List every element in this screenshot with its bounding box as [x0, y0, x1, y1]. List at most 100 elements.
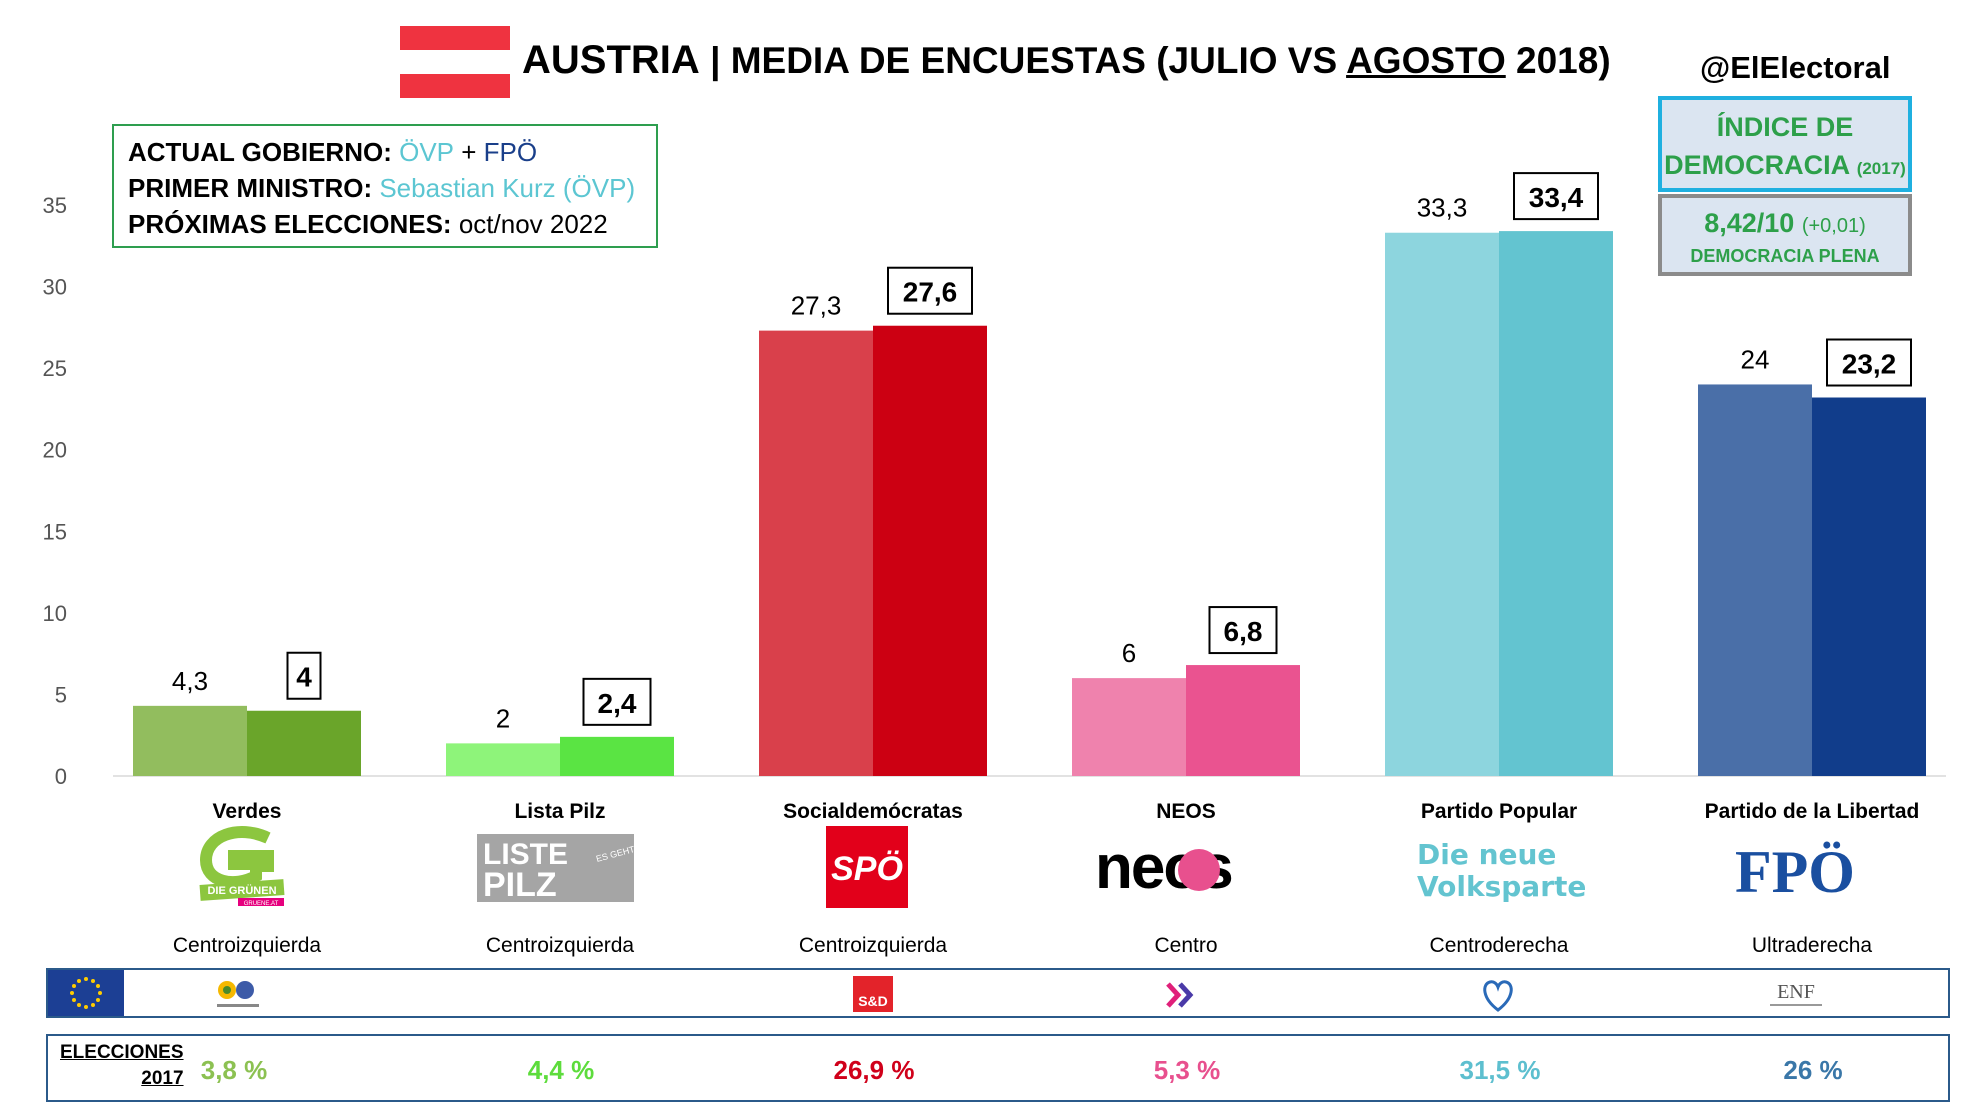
y-tick-label: 25 [43, 356, 67, 381]
title-separator: | [710, 40, 721, 81]
democracy-category: DEMOCRACIA PLENA [1690, 246, 1880, 266]
government-box: ACTUAL GOBIERNO: ÖVP + FPÖ PRIMER MINIST… [112, 124, 658, 248]
subtitle-suffix: 2018) [1505, 40, 1611, 81]
category-label: Lista Pilz [514, 800, 605, 823]
next-elections-label: PRÓXIMAS ELECCIONES: [128, 209, 452, 239]
y-tick-label: 0 [55, 764, 67, 789]
data-label-julio: 24 [1741, 344, 1770, 374]
bar-agosto [247, 710, 361, 776]
pilz-logo-slogan: ES GEHT! [595, 843, 634, 864]
ideology-label: Centroizquierda [799, 934, 948, 957]
category-label: Partido de la Libertad [1705, 800, 1920, 823]
pilz-logo-text1: LISTE [483, 838, 568, 871]
spo-logo-text: SPÖ [831, 850, 903, 888]
bar-agosto [873, 325, 987, 776]
bar-julio [1385, 232, 1499, 777]
neos-logo: neos [1095, 833, 1265, 902]
category-label: NEOS [1156, 800, 1216, 823]
eu-group-bar [46, 968, 1950, 1018]
democracy-score-box: 8,42/10 (+0,01) DEMOCRACIA PLENA [1658, 194, 1912, 276]
category-label: Verdes [213, 800, 282, 823]
data-label-julio: 27,3 [791, 291, 842, 321]
democracy-delta: (+0,01) [1801, 215, 1866, 237]
austria-flag [400, 26, 510, 98]
enf-text: ENF [1777, 981, 1815, 1003]
y-tick-label: 35 [43, 193, 67, 218]
author-handle: @ElElectoral [1700, 50, 1891, 85]
data-label-box [1826, 338, 1912, 387]
ovp-logo: Die neue Volkspartei [1415, 836, 1596, 903]
ideology-label: Centroizquierda [486, 934, 635, 957]
gov-label: ACTUAL GOBIERNO: [128, 137, 392, 167]
liste-pilz-logo: LISTE PILZ ES GEHT! [477, 834, 638, 904]
data-label-box [286, 651, 322, 700]
democracy-year: (2017) [1856, 159, 1906, 178]
data-label-agosto: 27,6 [903, 277, 958, 308]
s-and-d-text: S&D [858, 993, 888, 1009]
data-label-box [582, 677, 652, 726]
ideology-label: Ultraderecha [1752, 934, 1873, 957]
elections-label-line1: ELECCIONES [60, 1042, 184, 1063]
pm-name: Sebastian Kurz (ÖVP) [379, 173, 636, 203]
bar-julio [446, 743, 560, 776]
subtitle-prefix: MEDIA DE ENCUESTAS (JULIO VS [730, 40, 1347, 81]
epp-icon [1478, 976, 1518, 1014]
eu-flag-icon [48, 970, 124, 1016]
s-and-d-icon: S&D [853, 976, 893, 1012]
gov-party1: ÖVP [399, 137, 455, 167]
y-tick-label: 10 [43, 601, 67, 626]
democracy-index-title-box: ÍNDICE DE DEMOCRACIA (2017) [1658, 96, 1912, 192]
spo-logo: SPÖ [826, 826, 908, 908]
fpo-logo: FPÖ [1720, 834, 1870, 905]
bar-agosto [1186, 665, 1300, 776]
elections-label-line2: 2017 [141, 1068, 184, 1089]
bar-agosto [1499, 231, 1613, 777]
ideology-label: Centroizquierda [173, 934, 322, 957]
subtitle-month: AGOSTO [1346, 40, 1506, 81]
data-label-box [1513, 172, 1599, 221]
bar-julio [1072, 678, 1186, 776]
elections-2017-label: ELECCIONES 2017 [60, 1040, 184, 1092]
democracy-score: 8,42/10 [1704, 208, 1795, 238]
data-label-julio: 33,3 [1417, 193, 1468, 223]
bar-agosto [560, 736, 674, 776]
democracy-title-line1: ÍNDICE DE [1716, 112, 1854, 142]
election-result-verdes: 3,8 % [200, 1055, 268, 1085]
data-label-agosto: 2,4 [598, 688, 637, 719]
data-label-julio: 4,3 [172, 666, 208, 696]
data-label-julio: 6 [1122, 638, 1136, 668]
y-tick-label: 20 [43, 438, 67, 463]
enf-icon: ENF [1760, 974, 1830, 1014]
data-label-agosto: 6,8 [1224, 616, 1263, 647]
bar-agosto [1812, 397, 1926, 776]
ovp-logo-text2: Volkspartei [1417, 870, 1585, 902]
election-result-neos: 5,3 % [1153, 1055, 1221, 1085]
y-tick-label: 15 [43, 519, 67, 544]
y-tick-label: 30 [43, 275, 67, 300]
data-label-agosto: 4 [296, 662, 312, 693]
gruene-logo-url: GRUENE.AT [244, 901, 279, 907]
data-label-box [887, 266, 973, 315]
y-tick-label: 5 [55, 682, 67, 707]
election-result-ovp: 31,5 % [1459, 1055, 1541, 1085]
title-country: AUSTRIA [522, 38, 700, 82]
democracy-title-line2: DEMOCRACIA [1664, 150, 1850, 180]
gov-plus: + [461, 137, 477, 167]
alde-icon [1164, 980, 1200, 1010]
chart-title: AUSTRIA | MEDIA DE ENCUESTAS (JULIO VS A… [522, 38, 1611, 83]
category-label: Partido Popular [1421, 800, 1577, 823]
fpo-logo-text: FPÖ [1735, 839, 1855, 902]
bar-julio [133, 705, 247, 776]
election-result-fpo: 26 % [1783, 1055, 1843, 1085]
greens-efa-icon [213, 976, 263, 1012]
category-label: Socialdemócratas [783, 800, 963, 823]
data-label-julio: 2 [496, 703, 510, 733]
gruene-logo-text: DIE GRÜNEN [207, 884, 276, 897]
bar-julio [759, 330, 873, 776]
data-label-agosto: 23,2 [1842, 349, 1897, 380]
gruene-logo: DIE GRÜNEN GRUENE.AT [198, 826, 286, 908]
data-label-box [1208, 606, 1278, 655]
data-label-agosto: 33,4 [1529, 182, 1584, 213]
ideology-label: Centro [1154, 934, 1217, 957]
